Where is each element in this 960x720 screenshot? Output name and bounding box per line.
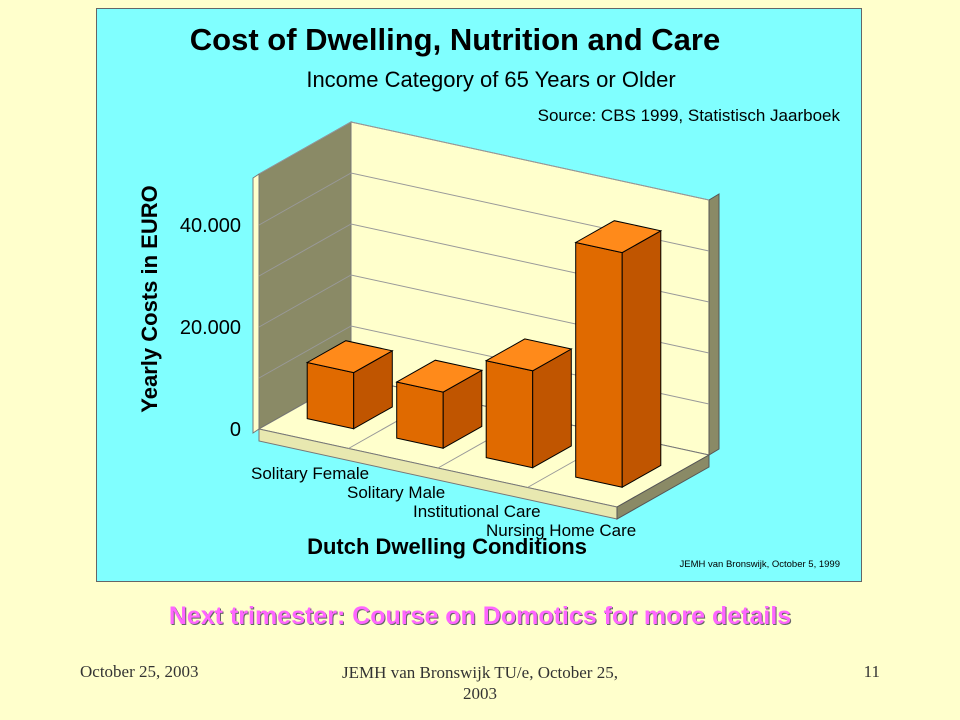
bar-front <box>396 381 444 449</box>
bar <box>484 338 573 469</box>
plot-area <box>252 121 720 520</box>
bar-front <box>485 360 534 469</box>
footer-author: JEMH van Bronswijk TU/e, October 25, 200… <box>342 663 618 703</box>
y-axis-label: Yearly Costs in EURO <box>137 185 162 412</box>
chart-panel: Cost of Dwelling, Nutrition and Care Inc… <box>96 8 862 582</box>
bar <box>574 220 663 489</box>
back-wall-edge <box>708 193 720 456</box>
bar-top <box>484 338 573 372</box>
chart-svg: Cost of Dwelling, Nutrition and Care Inc… <box>137 22 841 570</box>
gridline <box>258 172 710 252</box>
bar-top <box>395 359 484 393</box>
bar <box>395 359 484 450</box>
category-label: Solitary Female <box>251 464 369 483</box>
bar-front <box>306 361 355 430</box>
floor-side-edge <box>616 454 710 520</box>
category-label: Institutional Care <box>413 502 541 521</box>
footer-date: October 25, 2003 <box>80 662 199 681</box>
y-tick-label: 0 <box>230 419 241 441</box>
x-axis-label: Dutch Dwelling Conditions <box>307 534 587 559</box>
chart-credit: JEMH van Bronswijk, October 5, 1999 <box>679 559 840 570</box>
y-tick-label: 20.000 <box>180 317 241 339</box>
chart-title: Cost of Dwelling, Nutrition and Care <box>190 22 720 57</box>
bar-side <box>621 229 662 489</box>
bar-front <box>575 241 623 488</box>
category-label: Nursing Home Care <box>486 521 636 540</box>
bar-top <box>305 340 394 374</box>
course-note: Next trimester: Course on Domotics for m… <box>168 602 792 630</box>
category-label: Solitary Male <box>347 483 445 502</box>
chart-subtitle: Income Category of 65 Years or Older <box>306 67 675 92</box>
chart-source: Source: CBS 1999, Statistisch Jaarboek <box>538 106 841 125</box>
page-number: 11 <box>863 662 880 681</box>
bar-top <box>574 220 663 254</box>
bar <box>305 340 394 430</box>
left-wall-edge <box>252 173 260 434</box>
y-tick-labels: 0 20.000 40.000 <box>180 215 241 441</box>
gridline <box>258 121 710 201</box>
y-tick-label: 40.000 <box>180 215 241 237</box>
